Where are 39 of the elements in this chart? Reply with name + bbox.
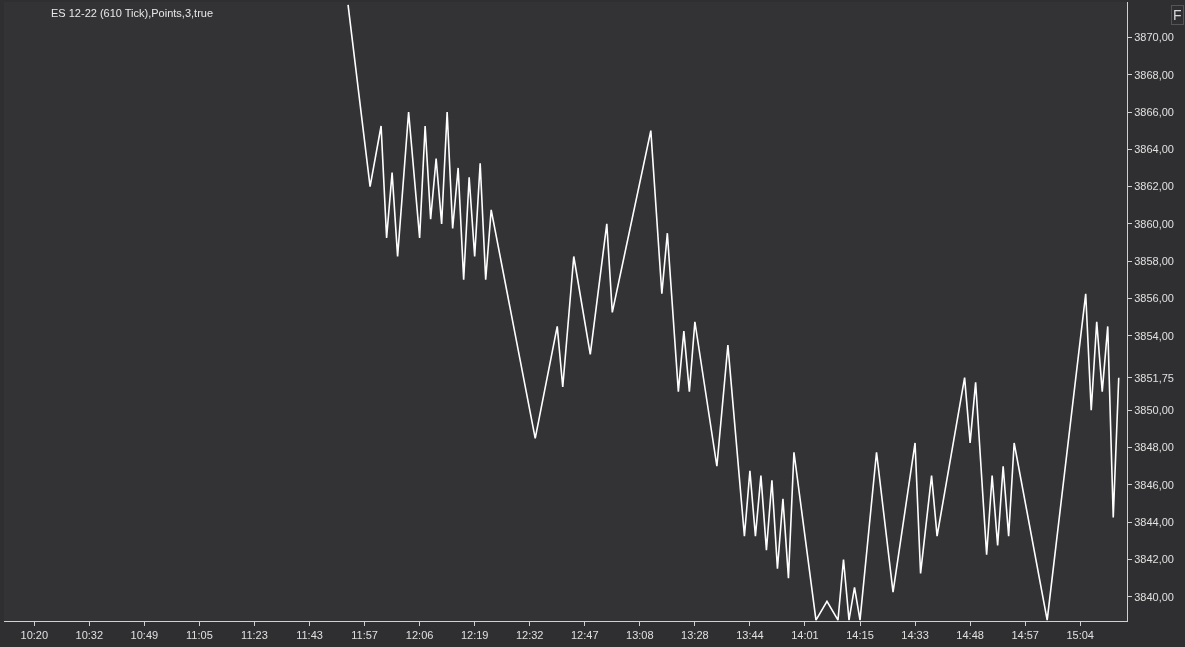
x-tick-label: 12:47 [571, 629, 599, 642]
x-tick-label: 13:08 [626, 629, 654, 642]
x-tick-label: 15:04 [1066, 629, 1094, 642]
y-tick-label: 3850,00 [1134, 404, 1174, 417]
x-tick-label: 14:57 [1011, 629, 1039, 642]
x-tick-label: 11:23 [241, 629, 268, 642]
x-tick-label: 14:33 [901, 629, 929, 642]
x-tick-label: 12:32 [515, 629, 544, 642]
x-tick-label: 11:43 [296, 629, 323, 642]
y-tick-label: 3854,00 [1134, 329, 1174, 342]
y-tick-label: 3864,00 [1134, 143, 1174, 156]
x-tick-label: 13:44 [736, 629, 764, 642]
text: ES 12-22 (610 Tick),Points,3,true [51, 7, 214, 19]
x-tick-label: 12:06 [405, 629, 434, 642]
y-tick-label: 3851,75 [1134, 371, 1174, 384]
y-tick-label: 3870,00 [1134, 31, 1174, 44]
y-tick-label: 3856,00 [1134, 292, 1174, 305]
y-tick-label: 3860,00 [1134, 217, 1174, 230]
y-tick-label: 3842,00 [1134, 553, 1174, 566]
y-tick-label: 3858,00 [1134, 255, 1174, 268]
line-series [347, 4, 1120, 621]
x-tick-label: 11:05 [186, 629, 213, 642]
x-tick-label: 12:19 [460, 629, 489, 642]
y-tick-label: 3848,00 [1134, 441, 1174, 454]
x-tick-label: 14:48 [956, 629, 984, 642]
y-tick-label: 3866,00 [1134, 105, 1174, 118]
y-tick-label: 3846,00 [1134, 478, 1174, 491]
x-tick-label: 10:32 [75, 629, 104, 642]
y-tick-label: 3868,00 [1134, 68, 1174, 81]
text: F [1173, 7, 1182, 23]
x-tick-label: 11:57 [351, 629, 378, 642]
x-tick-label: 14:01 [791, 629, 819, 642]
x-tick-label: 10:20 [20, 629, 49, 642]
x-tick-label: 13:28 [681, 629, 709, 642]
x-tick-label: 10:49 [130, 629, 159, 642]
y-tick-label: 3844,00 [1134, 516, 1174, 529]
y-tick-label: 3862,00 [1134, 180, 1174, 193]
y-tick-label: 3840,00 [1134, 590, 1174, 603]
x-tick-label: 14:15 [846, 629, 874, 642]
